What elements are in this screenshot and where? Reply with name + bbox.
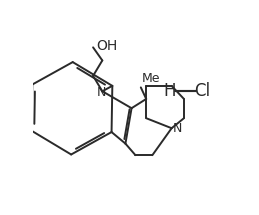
Text: N: N xyxy=(173,123,183,135)
Text: Me: Me xyxy=(142,72,160,85)
Text: N: N xyxy=(97,86,106,98)
Text: Cl: Cl xyxy=(194,82,211,100)
Text: H: H xyxy=(164,82,176,100)
Text: OH: OH xyxy=(96,39,117,53)
